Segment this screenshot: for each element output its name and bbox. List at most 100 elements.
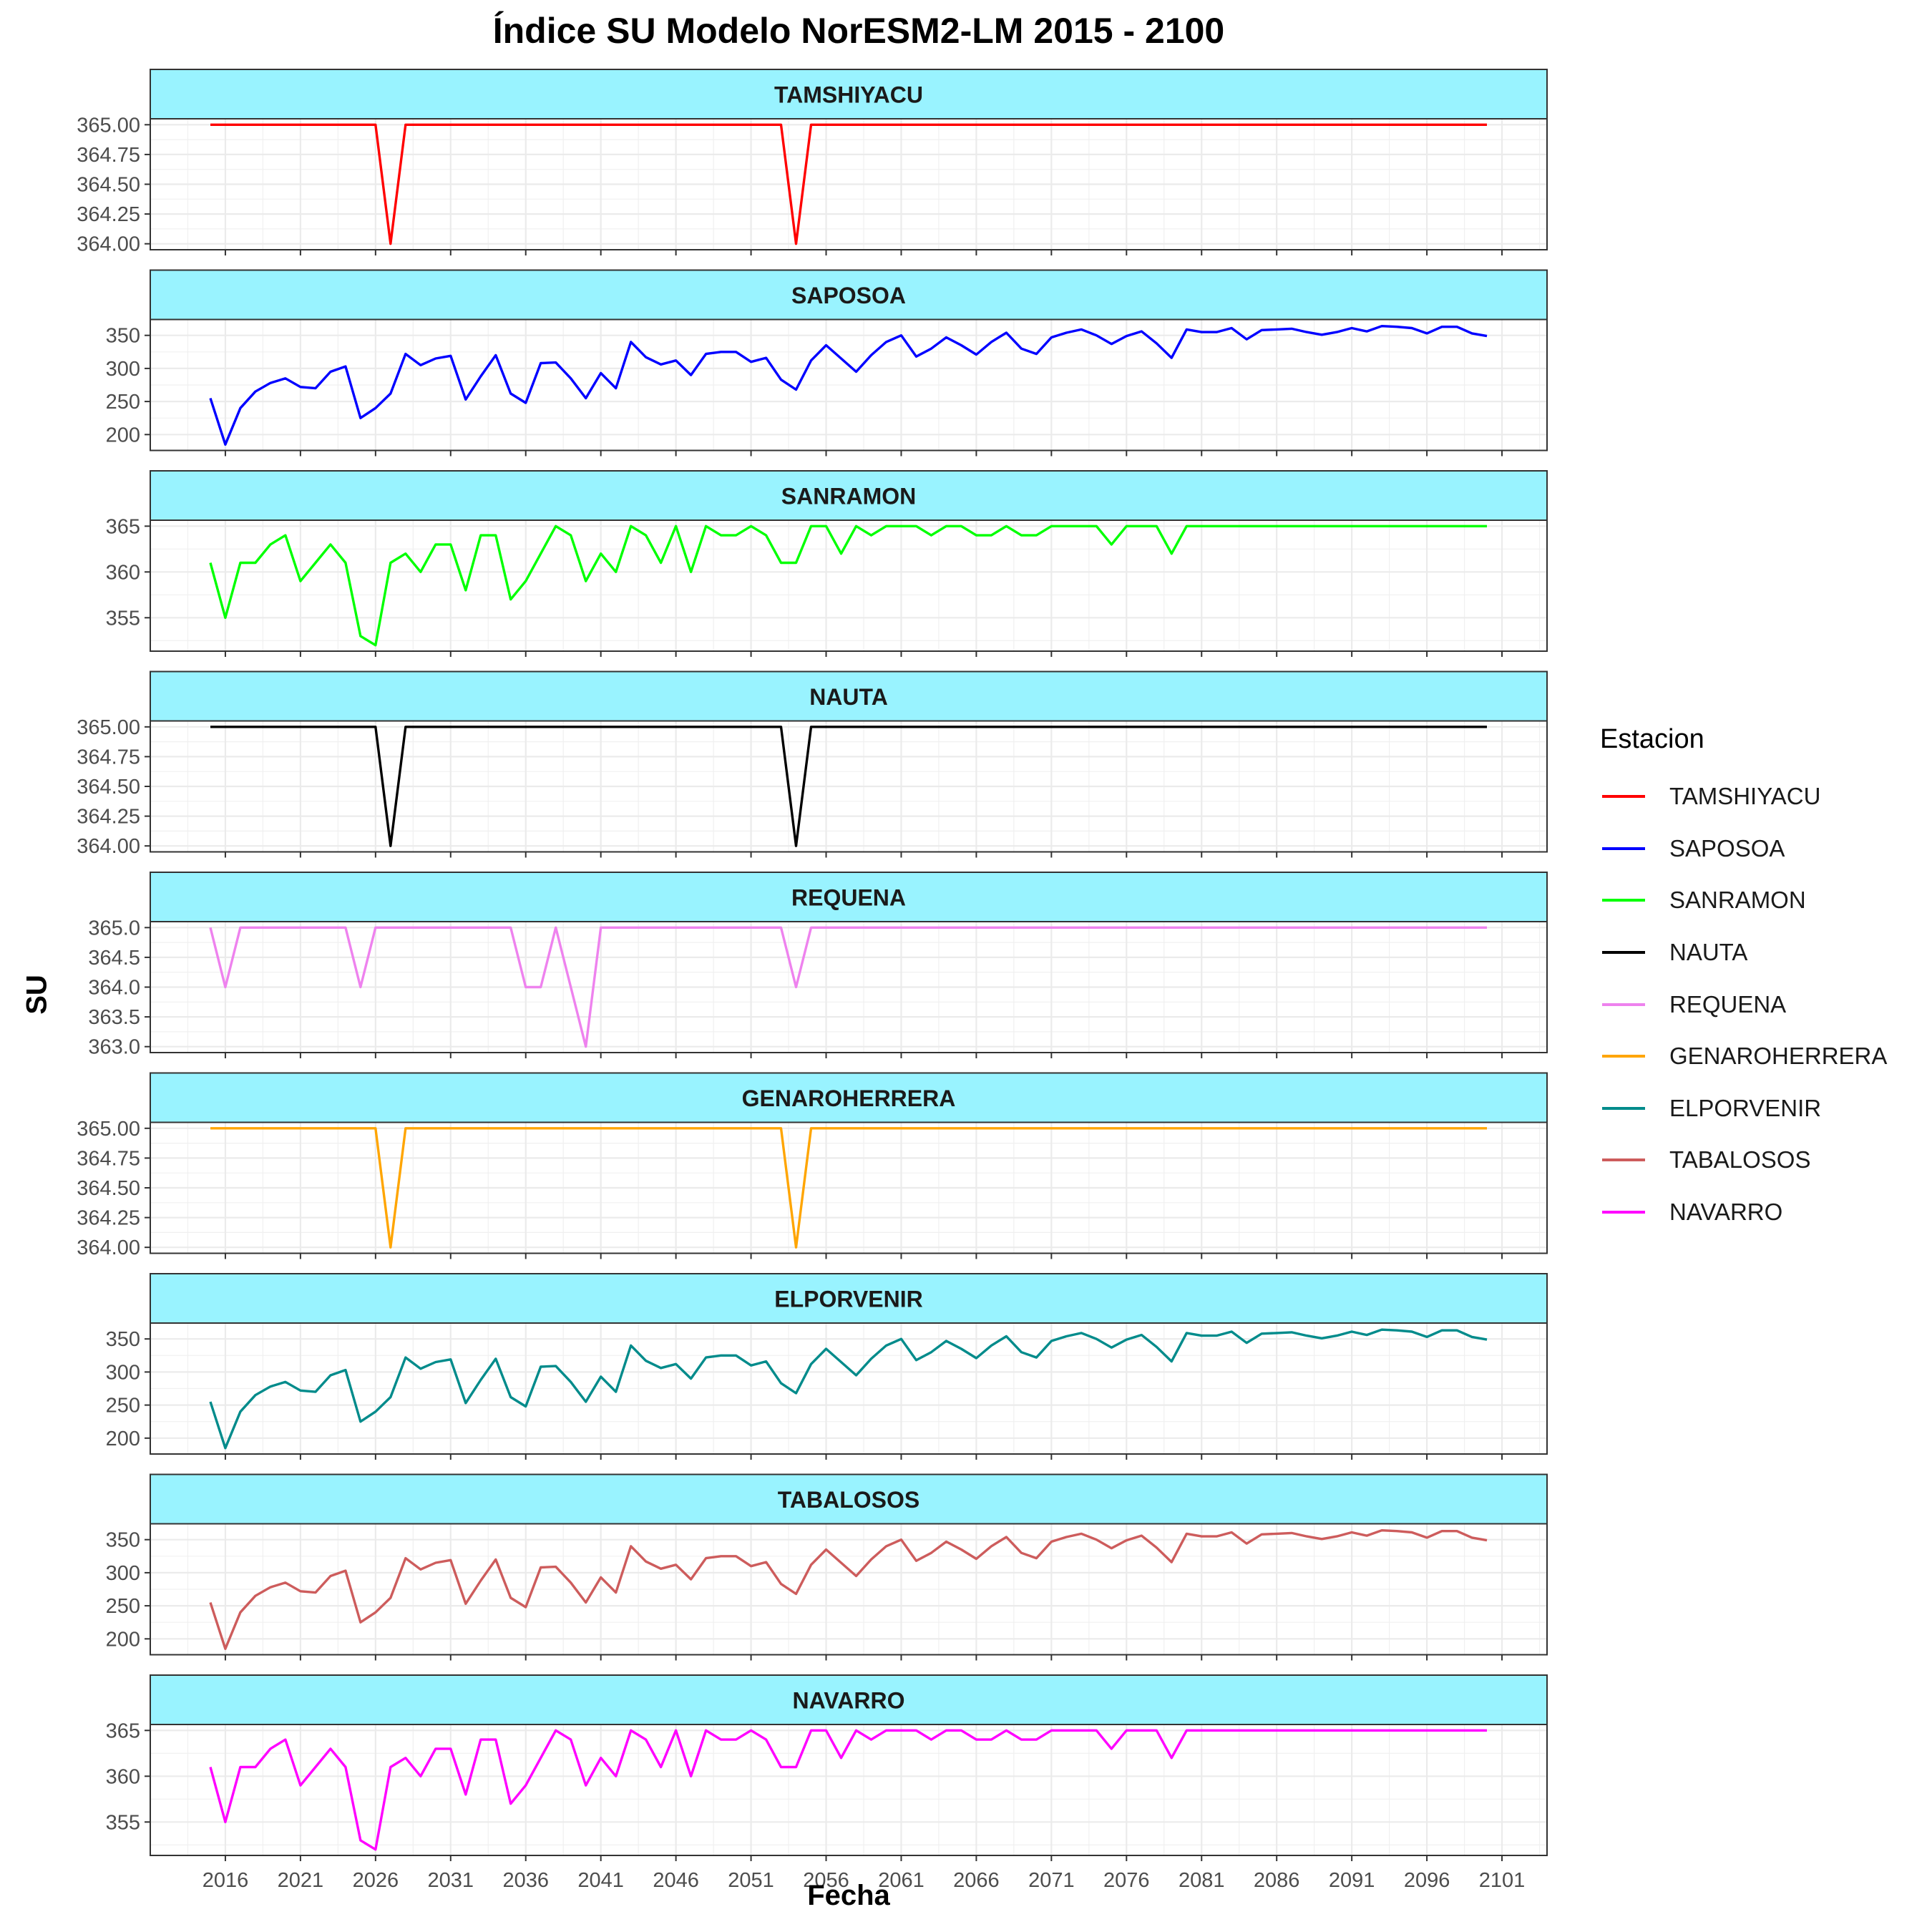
facet-strip (150, 269, 1548, 321)
legend-label: REQUENA (1669, 990, 1787, 1018)
legend-item-nauta: NAUTA (1600, 927, 1887, 979)
x-tick-label: 2061 (878, 1869, 924, 1892)
panel-border (150, 118, 1548, 250)
facet-strip-label: SANRAMON (781, 484, 916, 509)
y-tick-label: 363.5 (88, 1006, 140, 1029)
x-tick-label: 2086 (1254, 1869, 1300, 1892)
y-tick-label: 365.00 (77, 1118, 140, 1141)
x-tick-label: 2071 (1028, 1869, 1075, 1892)
facet-strip-label: TAMSHIYACU (774, 82, 923, 108)
series-line-nauta (210, 726, 1487, 847)
series-line-tabalosos (209, 1528, 1488, 1650)
x-tick-label: 2066 (953, 1869, 1000, 1892)
panel-border (150, 1724, 1548, 1856)
facet-strip-label: NAUTA (809, 684, 888, 710)
panel-border (150, 318, 1548, 452)
x-tick-label: 2096 (1404, 1869, 1450, 1892)
series-line-saposoa (209, 325, 1488, 446)
facet-strip (150, 1072, 1548, 1123)
y-tick-label: 360 (106, 561, 140, 584)
y-tick-label: 200 (106, 1628, 140, 1651)
y-tick-label: 355 (106, 607, 140, 630)
legend-swatch (1602, 795, 1645, 799)
legend-item-navarro: NAVARRO (1600, 1186, 1887, 1239)
y-tick-label: 364.00 (77, 835, 140, 858)
facet-panel-tabalosos: TABALOSOS 350 300 250 200 (106, 1473, 1548, 1661)
x-tick-label: 2016 (203, 1869, 249, 1892)
y-tick-label: 365.00 (77, 114, 140, 137)
legend-swatch (1602, 1106, 1645, 1110)
y-tick-label: 300 (106, 358, 140, 381)
facet-strip (150, 1273, 1548, 1324)
x-tick-label: 2041 (577, 1869, 624, 1892)
x-tick-label: 2081 (1179, 1869, 1225, 1892)
legend-items: TAMSHIYACU SAPOSOA SANRAMON NAUTA REQUENA GEN… (1600, 771, 1887, 1238)
legend-item-tamshiyacu: TAMSHIYACU (1600, 771, 1887, 823)
facet-strip (150, 670, 1548, 722)
facet-strip (150, 470, 1548, 521)
y-tick-label: 365 (106, 515, 140, 538)
legend-swatch (1602, 899, 1645, 902)
legend-label: NAVARRO (1669, 1199, 1783, 1226)
x-tick-label: 2046 (653, 1869, 699, 1892)
facet-strip-label: NAVARRO (792, 1688, 904, 1714)
legend-swatch (1602, 1211, 1645, 1214)
legend-label: TAMSHIYACU (1669, 783, 1821, 810)
legend-swatch (1602, 847, 1645, 850)
series-line-sanramon (209, 525, 1487, 647)
legend-label: TABALOSOS (1669, 1146, 1811, 1174)
facet-strip (150, 69, 1548, 119)
facet-panel-navarro: NAVARRO 365 360 355 2016 2021 2026 2031 2036 2041… (106, 1674, 1548, 1892)
facet-strip-label: REQUENA (791, 885, 906, 911)
y-tick-label: 364.25 (77, 806, 140, 829)
legend-swatch (1602, 1158, 1645, 1162)
y-tick-label: 364.00 (77, 1236, 140, 1259)
facet-strip (150, 1473, 1548, 1525)
facet-panel-genaroherrera: GENAROHERRERA 365.00 364.75 364.50 364.25 364… (77, 1072, 1548, 1259)
y-tick-label: 365.0 (88, 917, 140, 940)
facet-panel-requena: REQUENA 365.0 364.5 364.0 363.5 363.0 (88, 872, 1548, 1059)
facet-panel-elporvenir: ELPORVENIR 350 300 250 200 (106, 1273, 1548, 1460)
panel-border (150, 519, 1548, 652)
y-tick-label: 364.75 (77, 1147, 140, 1170)
series-line-navarro (209, 1729, 1487, 1851)
legend-item-sanramon: SANRAMON (1600, 874, 1887, 927)
x-axis-title: Fecha (807, 1880, 890, 1911)
legend-label: GENAROHERRERA (1669, 1043, 1888, 1070)
y-tick-label: 364.75 (77, 144, 140, 167)
x-tick-label: 2056 (803, 1869, 849, 1892)
facet-panel-nauta: NAUTA 365.00 364.75 364.50 364.25 364.00 (77, 670, 1548, 858)
legend-item-saposoa: SAPOSOA (1600, 823, 1887, 875)
y-tick-label: 350 (106, 325, 140, 348)
legend-label: ELPORVENIR (1669, 1094, 1822, 1121)
panel-border (150, 1121, 1548, 1254)
y-tick-label: 364.50 (77, 174, 140, 197)
x-tick-label: 2091 (1329, 1869, 1375, 1892)
series-line-tamshiyacu (210, 123, 1487, 245)
legend-label: SAPOSOA (1669, 834, 1785, 862)
facet-strip-label: GENAROHERRERA (742, 1085, 956, 1111)
facet-panel-sanramon: SANRAMON 365 360 355 (106, 470, 1548, 657)
y-tick-label: 355 (106, 1811, 140, 1834)
x-tick-label: 2021 (278, 1869, 324, 1892)
series-line-requena (209, 926, 1487, 1048)
x-tick-label: 2101 (1479, 1869, 1526, 1892)
y-tick-label: 364.25 (77, 203, 140, 226)
legend-item-elporvenir: ELPORVENIR (1600, 1083, 1887, 1135)
chart-title: Índice SU Modelo NorESM2-LM 2015 - 2100 (492, 11, 1225, 51)
y-tick-label: 250 (106, 1595, 140, 1618)
facet-strip (150, 1674, 1548, 1725)
y-tick-label: 300 (106, 1361, 140, 1384)
y-tick-label: 364.25 (77, 1207, 140, 1230)
x-tick-label: 2051 (728, 1869, 774, 1892)
facet-strip (150, 872, 1548, 922)
y-tick-label: 364.5 (88, 947, 140, 970)
y-tick-label: 200 (106, 424, 140, 447)
legend-swatch (1602, 951, 1645, 955)
y-tick-label: 364.50 (77, 776, 140, 799)
y-tick-label: 250 (106, 391, 140, 414)
y-tick-label: 360 (106, 1765, 140, 1788)
panel-border (150, 1523, 1548, 1656)
y-tick-label: 350 (106, 1328, 140, 1351)
